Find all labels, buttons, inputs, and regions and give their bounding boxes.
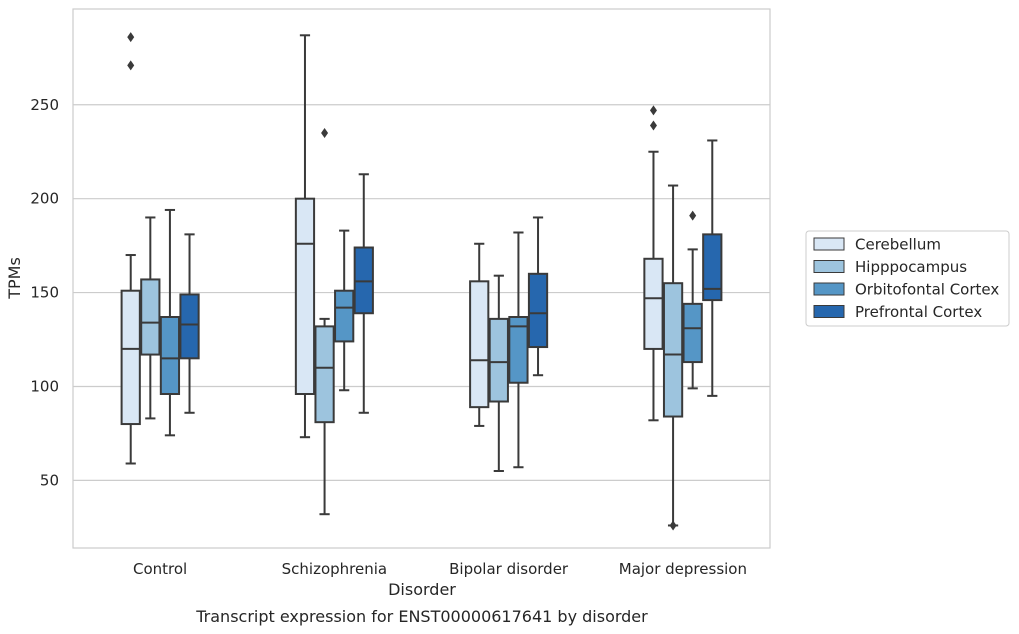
legend-swatch <box>813 305 845 318</box>
plot-frame <box>72 8 771 549</box>
box-hipppocampus <box>662 184 684 531</box>
box-prefrontal-cortex <box>179 233 200 414</box>
box-body <box>120 289 141 426</box>
y-tick-label: 200 <box>30 190 59 208</box>
box-orbitofontal-cortex <box>682 210 703 390</box>
legend-label: Cerebellum <box>855 236 941 254</box>
legend-frame <box>805 230 1010 327</box>
box-body <box>682 302 703 364</box>
box-prefrontal-cortex <box>353 173 374 414</box>
legend-label: Orbitofontal Cortex <box>855 281 999 299</box>
box-body <box>179 293 200 360</box>
box-body <box>643 257 664 350</box>
x-tick-label: Schizophrenia <box>282 560 387 578</box>
outlier-point <box>669 520 677 531</box>
box-hipppocampus <box>488 274 509 472</box>
legend-label: Hipppocampus <box>855 258 967 276</box>
outlier-point <box>649 120 657 131</box>
box-cerebellum <box>469 242 490 427</box>
box-orbitofontal-cortex <box>159 208 181 437</box>
box-cerebellum <box>120 32 141 465</box>
y-tick-label: 150 <box>30 284 59 302</box>
legend: Cerebellum Hipppocampus Orbitofontal Corte… <box>805 230 1010 327</box>
y-axis-ticks: 50 100 150 200 250 <box>30 96 59 490</box>
outlier-point <box>649 105 657 116</box>
outlier-point <box>321 127 329 138</box>
legend-swatch <box>813 282 845 296</box>
x-tick-label: Control <box>133 560 187 578</box>
legend-swatch <box>813 237 845 251</box>
box-prefrontal-cortex <box>527 216 549 377</box>
box-body <box>662 282 684 418</box>
y-axis-label: TPMs <box>5 257 24 300</box>
outlier-point <box>127 32 135 43</box>
box-body <box>159 316 181 395</box>
outlier-point <box>689 210 697 221</box>
box-body <box>469 280 490 409</box>
box-groups <box>120 32 723 531</box>
y-tick-label: 250 <box>30 96 59 114</box>
x-axis-label: Disorder <box>388 580 456 599</box>
box-cerebellum <box>643 105 664 422</box>
x-tick-label: Bipolar disorder <box>449 560 569 578</box>
box-body <box>140 278 161 356</box>
box-orbitofontal-cortex <box>508 231 529 469</box>
box-hipppocampus <box>140 216 161 420</box>
chart-caption: Transcript expression for ENST0000061764… <box>195 607 648 626</box>
box-prefrontal-cortex <box>702 139 723 397</box>
box-cerebellum <box>294 34 316 439</box>
box-body <box>314 325 335 424</box>
box-orbitofontal-cortex <box>334 229 355 392</box>
y-tick-label: 50 <box>40 471 59 489</box>
box-body <box>702 233 723 302</box>
box-body <box>334 289 355 343</box>
legend-swatch <box>813 260 845 273</box>
box-body <box>527 272 549 349</box>
x-axis-ticks: Control Schizophrenia Bipolar disorder Majo… <box>133 560 747 578</box>
box-body <box>508 316 529 384</box>
legend-label: Prefrontal Cortex <box>855 303 982 321</box>
outlier-point <box>127 60 135 71</box>
box-body <box>488 317 509 403</box>
y-tick-label: 100 <box>30 377 59 395</box>
box-hipppocampus <box>314 127 335 516</box>
x-tick-label: Major depression <box>619 560 747 578</box>
box-body <box>294 197 316 395</box>
